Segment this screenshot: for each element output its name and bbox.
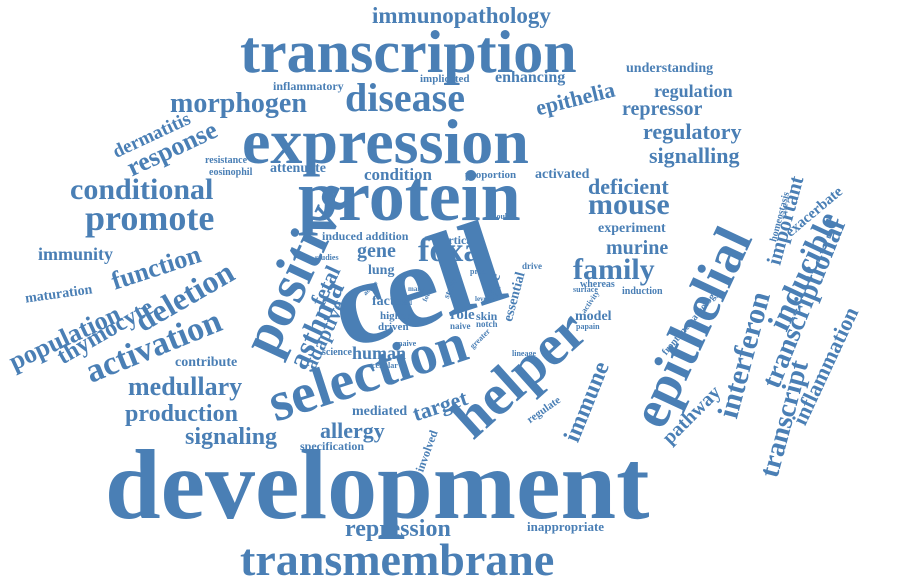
word-activated: activated [535, 167, 590, 182]
word-development: development [105, 429, 650, 540]
word-disease: disease [345, 75, 465, 120]
word-mouse: mouse [588, 188, 670, 221]
word-science: science [322, 347, 352, 358]
word-gene: gene [357, 240, 396, 262]
word-surface: surface [573, 285, 598, 294]
word-regulatory: regulatory [643, 119, 742, 144]
word-role: role [450, 307, 475, 323]
word-conditional: conditional [70, 173, 214, 206]
word-higher: higher [380, 310, 411, 322]
word-many: many [408, 285, 425, 293]
word-skin: skin [476, 309, 498, 323]
word-experiment: experiment [598, 221, 666, 236]
word-expression: expression [242, 106, 529, 177]
word-naive: naive [450, 321, 471, 331]
word-protein: protein [298, 156, 521, 236]
word-human: human [352, 343, 407, 363]
word-foxa: foxa [418, 232, 481, 269]
word-enhancing: enhancing [495, 69, 566, 86]
word-signalling: signalling [649, 143, 740, 168]
word-family: family [573, 253, 655, 286]
word-cell-small: cell [402, 299, 413, 307]
word-papain: papain [576, 322, 600, 331]
word-cellular: cellular [372, 361, 398, 370]
word-cortical: cortical [437, 233, 476, 247]
word-model: model [575, 309, 612, 324]
word-medullary: medullary [128, 372, 243, 401]
word-repression: repression [345, 516, 451, 542]
word-morphogen: morphogen [170, 88, 307, 119]
word-immunity: immunity [38, 244, 114, 264]
word-transcription: transcription [240, 19, 577, 85]
word-signaling: signaling [185, 424, 278, 450]
word-lung: lung [368, 263, 395, 278]
word-deficient: deficient [588, 174, 669, 199]
word-double: double [492, 212, 516, 221]
word-promote: promote [85, 198, 215, 238]
word-notch: notch [476, 319, 498, 329]
word-murine: murine [606, 237, 669, 259]
word-immunopathology: immunopathology [372, 3, 551, 28]
word-attenuate: attenuate [270, 161, 326, 176]
word-eosinophil: eosinophil [209, 167, 253, 178]
word-contribute: contribute [175, 355, 238, 370]
word-specification: specification [300, 439, 364, 453]
word-whereas: whereas [580, 279, 615, 290]
word-resistance: resistance [205, 155, 248, 166]
word-condition: condition [364, 165, 433, 184]
word-inflammatory: inflammatory [273, 79, 344, 93]
word-regulation: regulation [654, 81, 733, 101]
word-allergy: allergy [320, 418, 385, 443]
word-mediated: mediated [352, 404, 408, 419]
word-implicated: implicated [420, 73, 470, 85]
word-proc: proc [470, 267, 486, 276]
word-production: production [125, 401, 238, 427]
word-induction: induction [622, 286, 663, 297]
word-lineage: lineage [512, 349, 536, 358]
word-proportion: proportion [465, 169, 517, 181]
word-maturation: maturation [24, 282, 94, 307]
word-transmembrane: transmembrane [240, 534, 555, 585]
word-drive: drive [522, 261, 542, 271]
word-understanding: understanding [626, 61, 714, 76]
word-inappropriate: inappropriate [527, 519, 605, 534]
word-factor: factor [372, 294, 408, 309]
word-naive-small: naive [398, 339, 417, 348]
word-driven: driven [378, 321, 409, 333]
word-level: level [475, 295, 489, 303]
word-induced-addition: induced addition [322, 229, 409, 243]
word-studies: studies [315, 253, 339, 262]
word-essential: essential [501, 270, 529, 324]
word-repressor: repressor [622, 98, 703, 120]
